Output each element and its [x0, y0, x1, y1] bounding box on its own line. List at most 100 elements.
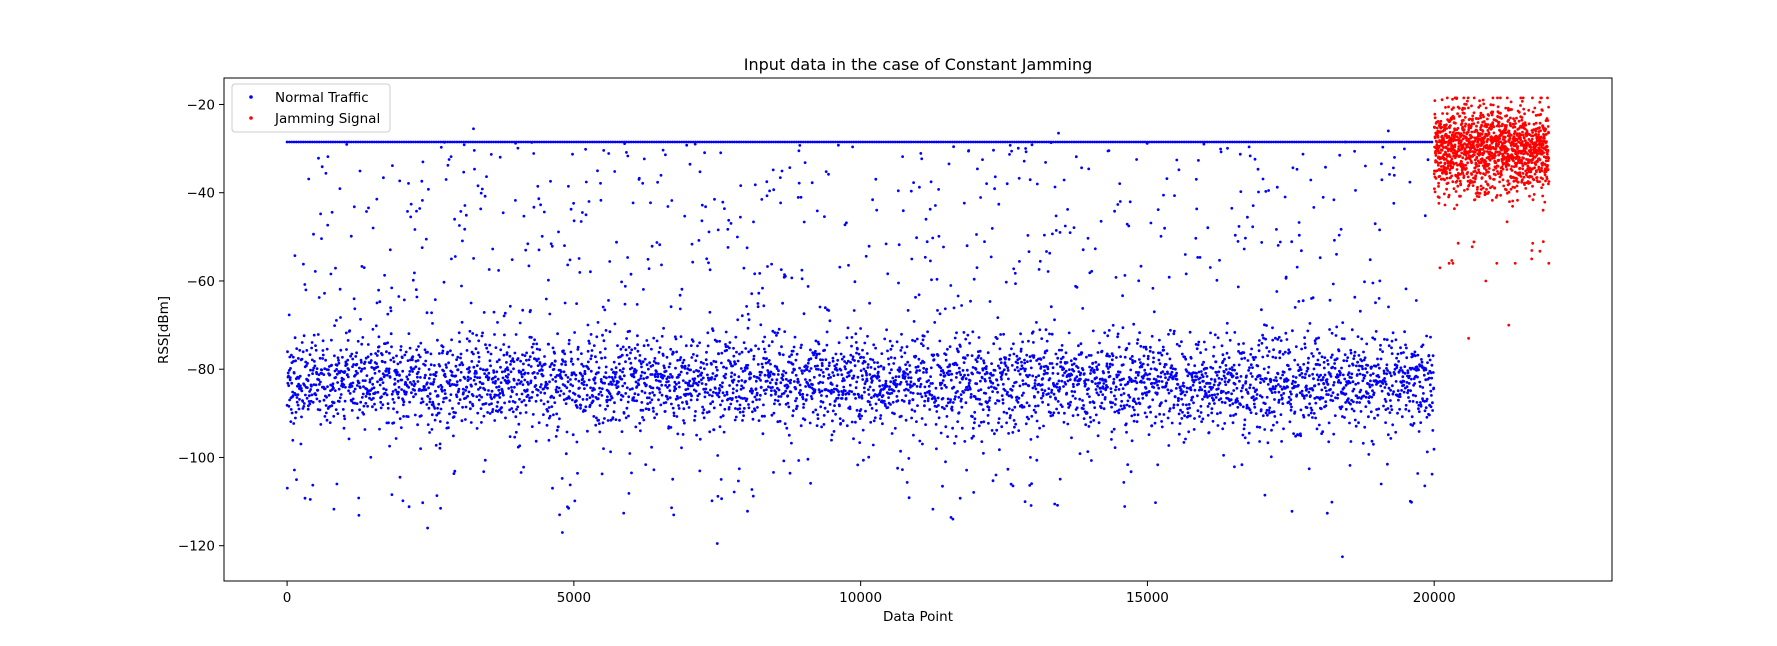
data-point: [1242, 342, 1245, 345]
data-point: [564, 360, 567, 364]
data-point: [746, 509, 749, 513]
data-point: [328, 373, 332, 377]
data-point: [973, 395, 977, 399]
data-point: [629, 351, 632, 355]
data-point: [715, 368, 719, 372]
data-point: [1099, 406, 1103, 410]
data-point: [684, 344, 688, 348]
data-point: [830, 388, 834, 392]
data-point: [1178, 140, 1181, 144]
data-point: [1318, 140, 1321, 144]
data-point: [547, 406, 551, 409]
data-point: [652, 336, 656, 340]
data-point: [581, 377, 585, 380]
data-point: [639, 429, 642, 433]
data-point: [366, 343, 370, 346]
data-point: [905, 367, 909, 371]
data-point: [410, 383, 414, 386]
data-point: [657, 350, 661, 354]
data-point: [1261, 177, 1265, 181]
data-point: [970, 436, 974, 440]
data-point: [861, 428, 865, 432]
data-point: [858, 441, 862, 444]
data-point: [598, 430, 602, 434]
data-point: [755, 391, 759, 395]
data-point: [424, 359, 428, 363]
data-point: [351, 381, 355, 385]
data-point: [919, 392, 922, 396]
data-point: [743, 396, 746, 400]
data-point: [599, 181, 602, 185]
data-point: [908, 370, 912, 374]
data-point: [936, 396, 940, 400]
data-point: [906, 309, 910, 312]
data-point: [504, 368, 508, 371]
data-point: [642, 418, 646, 422]
data-point: [1263, 140, 1266, 144]
data-point: [1184, 437, 1187, 441]
data-point: [344, 385, 347, 389]
data-point: [988, 399, 991, 402]
data-point: [522, 465, 525, 469]
data-point: [843, 140, 846, 144]
data-point: [1055, 382, 1059, 386]
data-point: [1097, 421, 1101, 425]
data-point: [356, 339, 360, 343]
data-point: [1304, 372, 1307, 376]
data-point: [468, 370, 472, 373]
data-point: [508, 140, 511, 144]
data-point: [473, 167, 476, 171]
data-point: [365, 374, 369, 377]
data-point: [794, 399, 797, 403]
data-point: [1200, 388, 1204, 392]
data-point: [379, 140, 383, 144]
data-point: [1205, 375, 1209, 378]
data-point: [299, 140, 303, 144]
data-point: [914, 365, 918, 369]
data-point: [367, 206, 370, 210]
data-point: [1114, 388, 1117, 392]
data-point: [305, 396, 309, 400]
data-point: [1118, 182, 1122, 186]
data-point: [730, 140, 734, 144]
data-point: [817, 352, 821, 356]
data-point: [418, 355, 422, 359]
data-point: [971, 415, 974, 418]
data-point: [376, 349, 380, 353]
data-point: [374, 408, 378, 412]
data-point: [371, 405, 374, 409]
data-point: [1035, 321, 1038, 324]
data-point: [845, 361, 848, 365]
data-point: [739, 367, 743, 370]
data-point: [1229, 398, 1233, 402]
data-point: [1224, 391, 1228, 395]
data-point: [536, 364, 540, 367]
data-point: [636, 343, 639, 347]
data-point: [721, 140, 725, 144]
data-point: [864, 254, 868, 258]
data-point: [1006, 369, 1010, 372]
data-point: [1144, 347, 1148, 351]
data-point: [546, 400, 550, 404]
data-point: [751, 389, 754, 393]
data-point: [838, 417, 842, 420]
data-point: [1272, 348, 1275, 352]
data-point: [1307, 390, 1311, 394]
data-point: [963, 440, 967, 443]
data-point: [444, 178, 448, 181]
data-point: [849, 361, 852, 364]
data-point: [1151, 351, 1155, 354]
data-point: [563, 384, 567, 388]
data-point: [749, 349, 753, 352]
data-point: [805, 393, 809, 397]
data-point: [805, 368, 809, 371]
data-point: [976, 140, 979, 144]
data-point: [924, 217, 928, 221]
data-point: [1097, 140, 1101, 144]
data-point: [777, 327, 781, 331]
data-point: [1294, 434, 1297, 438]
data-point: [1058, 231, 1062, 234]
data-point: [1035, 458, 1039, 462]
data-point: [1001, 398, 1005, 401]
data-point: [804, 378, 807, 381]
